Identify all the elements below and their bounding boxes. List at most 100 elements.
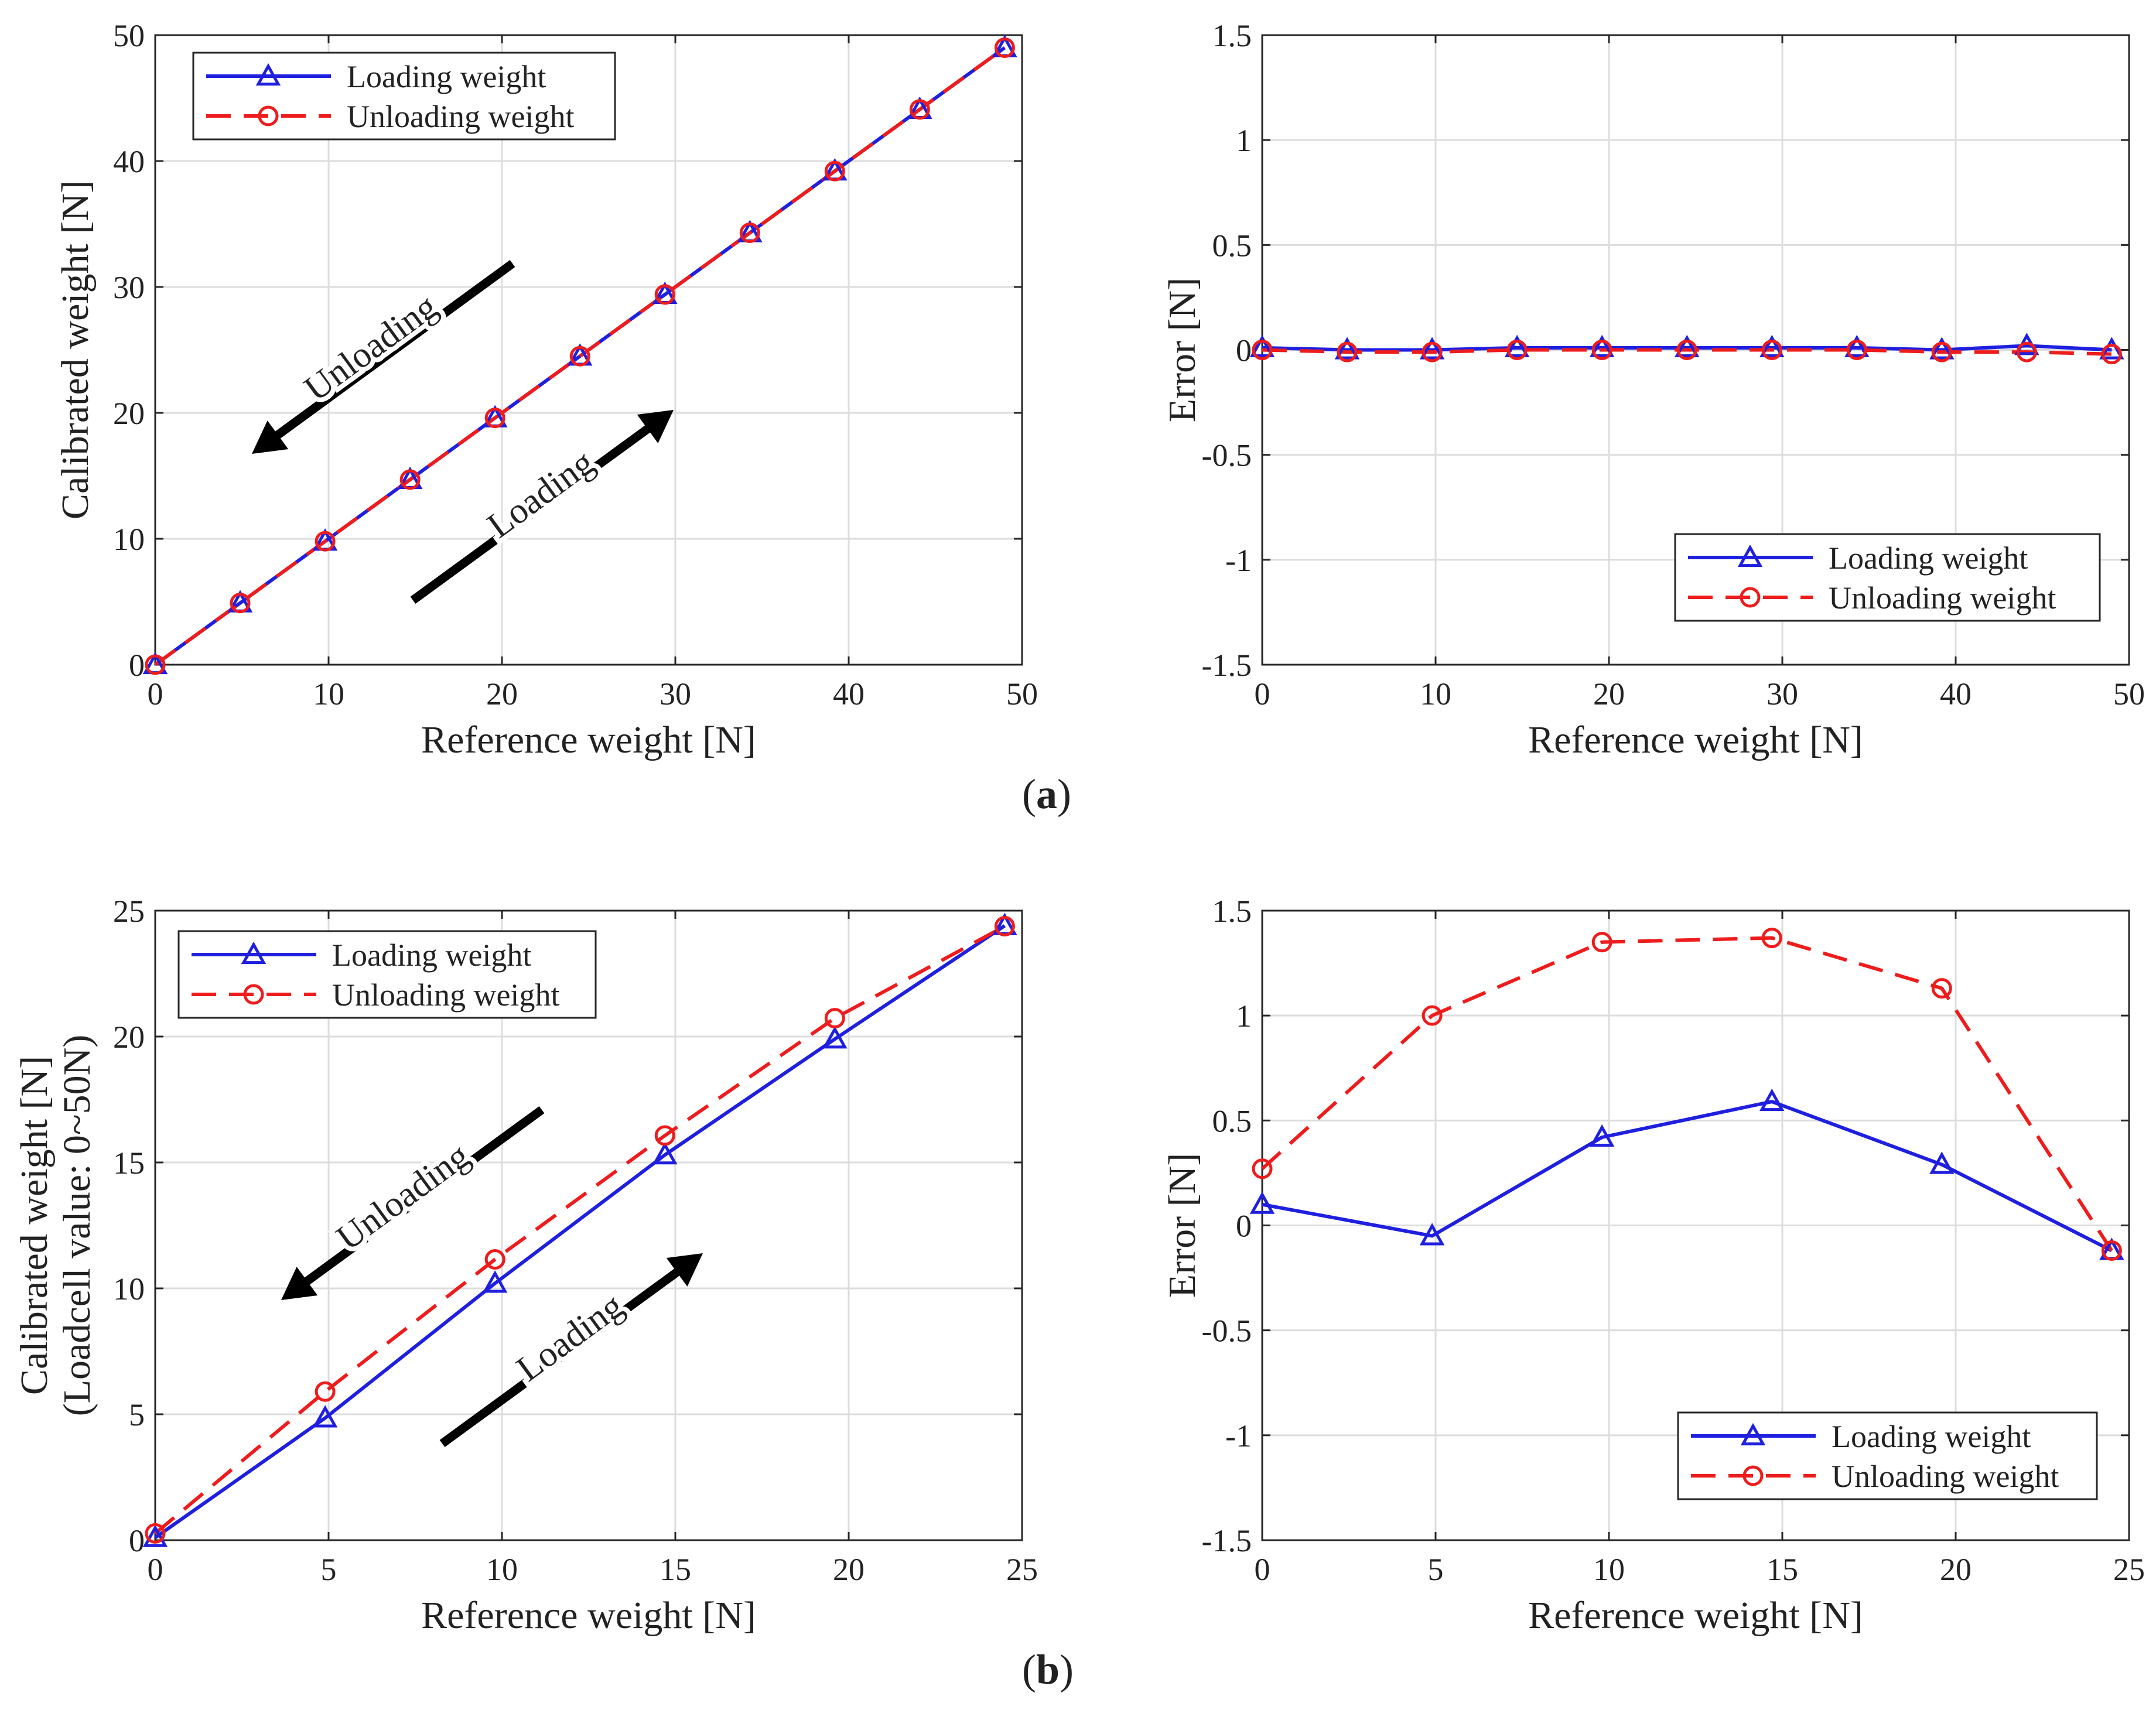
data-point-unloading [315,1381,336,1402]
x-tick-label: 10 [1420,676,1451,712]
legend-swatch-marker [255,63,281,86]
x-tick-label: 30 [660,676,691,712]
y-tick-label: 0.5 [1212,228,1252,263]
data-point-unloading [994,916,1015,937]
data-point-unloading [2016,341,2037,363]
x-tick-label: 20 [486,676,518,712]
data-point-unloading [824,1008,845,1029]
y-tick-label: 20 [113,1020,145,1055]
data-point-loading [1759,1088,1785,1112]
legend-swatch-marker [1740,587,1761,608]
y-tick-label: 20 [113,396,145,431]
data-point-unloading [1761,340,1782,360]
y-tick-label: 1.5 [1212,18,1252,53]
x-tick-label: 5 [1428,1552,1444,1587]
data-point-loading [1589,334,1615,358]
data-point-unloading [824,160,845,182]
x-tick-label: 25 [1006,1552,1038,1587]
annotation-arrow-head [666,1253,703,1287]
legend-entry-label: Loading weight [1829,541,2028,576]
data-point-loading [1419,337,1445,360]
data-point-loading [822,1026,848,1049]
data-point-unloading [909,99,930,120]
legend-entry-label: Loading weight [1832,1419,2031,1454]
y-tick-label: -0.5 [1202,438,1252,473]
data-point-unloading [654,1125,675,1146]
data-point-loading [1759,334,1785,358]
x-tick-label: 0 [148,676,163,712]
data-point-unloading [1931,978,1952,999]
y-tick-label: 0 [129,1523,145,1558]
series-line-unloading [1260,936,2113,1252]
data-point-loading [1504,334,1530,358]
data-point-unloading [994,37,1015,58]
data-point-unloading [145,654,166,675]
x-axis-label: Reference weight [N] [421,719,756,761]
data-point-unloading [1591,340,1612,360]
y-tick-label: 0.5 [1212,1103,1252,1138]
legend-entry-label: Unloading weight [347,99,574,134]
data-point-loading [652,1141,678,1165]
data-point-unloading [145,1523,166,1544]
legend-entry-label: Loading weight [332,938,531,973]
data-point-unloading [1422,1005,1443,1026]
data-point-unloading [1846,340,1867,360]
data-point-unloading [569,346,590,367]
data-point-loading [1929,337,1955,360]
data-point-unloading [1761,928,1782,949]
x-axis-label: Reference weight [N] [1528,1594,1863,1637]
annotation-arrow-shaft [299,1106,545,1289]
legend-entry-label: Loading weight [347,59,546,94]
legend: Loading weight Unloading weight [192,52,616,141]
data-point-loading [1844,334,1870,358]
x-tick-label: 10 [313,676,344,712]
subfigure-label-b-letter: b [1036,1646,1060,1693]
series-line-loading [1262,344,2112,352]
data-point-unloading [2101,344,2122,365]
x-tick-label: 20 [1940,1552,1972,1587]
data-point-unloading [1931,341,1952,363]
annotation-arrow-shaft [410,421,655,604]
legend-entry-label: Unloading weight [332,977,559,1013]
chart-b-right: 0 5 10 15 20 25 1.5 1 0.5 0 -0.5 -1 -1.5 Reference we… [1161,894,2145,1637]
series-line-unloading [154,46,1006,666]
y-axis-label: Calibrated weight [N] [54,180,97,519]
y-tick-label: 1 [1236,123,1252,158]
x-tick-label: 15 [660,1552,691,1587]
data-point-loading [1334,337,1360,360]
annotation-arrow-head [637,410,674,443]
y-tick-label: 40 [113,144,145,179]
subfigure-label-a: (a) [1022,771,1071,818]
x-tick-label: 40 [1940,676,1972,712]
chart-b-left: 0 5 10 15 20 25 0 5 10 15 20 25 Reference weight [N]… [13,894,1038,1637]
x-tick-label: 0 [148,1552,163,1587]
y-tick-label: 50 [113,18,145,53]
series-line-unloading [154,925,1006,1535]
annotation-label: Loading [510,1285,631,1389]
annotation-label: Unloading [329,1136,476,1258]
data-point-unloading [739,223,760,244]
data-point-unloading [399,469,421,490]
series-line-loading [1262,1100,2113,1253]
data-point-unloading [484,1249,505,1270]
y-tick-label: -0.5 [1202,1314,1252,1349]
plot-frame [154,909,1023,1541]
x-tick-label: 0 [1255,1552,1270,1587]
y-tick-label: 30 [113,270,145,305]
y-tick-label: 10 [113,522,145,557]
y-axis-label-secondary: (Loadcell value: 0~50N) [56,1035,98,1416]
y-tick-label: 0 [1236,333,1252,368]
annotation-arrow-head [252,420,289,454]
y-axis-label: Calibrated weight [N] [13,1056,56,1395]
data-point-unloading [2101,1240,2122,1261]
legend-box [1677,1411,2098,1500]
y-axis-label: Error [N] [1161,1153,1204,1298]
legend-swatch-marker [241,941,266,965]
chart-a-left: 0 10 20 30 40 50 0 10 20 30 40 50 Reference weight [… [54,18,1038,761]
x-tick-label: 15 [1767,1552,1798,1587]
series-line-unloading [1262,348,2112,356]
x-tick-label: 20 [833,1552,865,1587]
data-point-loading [1589,1124,1615,1147]
legend-swatch-marker [1740,1422,1766,1446]
